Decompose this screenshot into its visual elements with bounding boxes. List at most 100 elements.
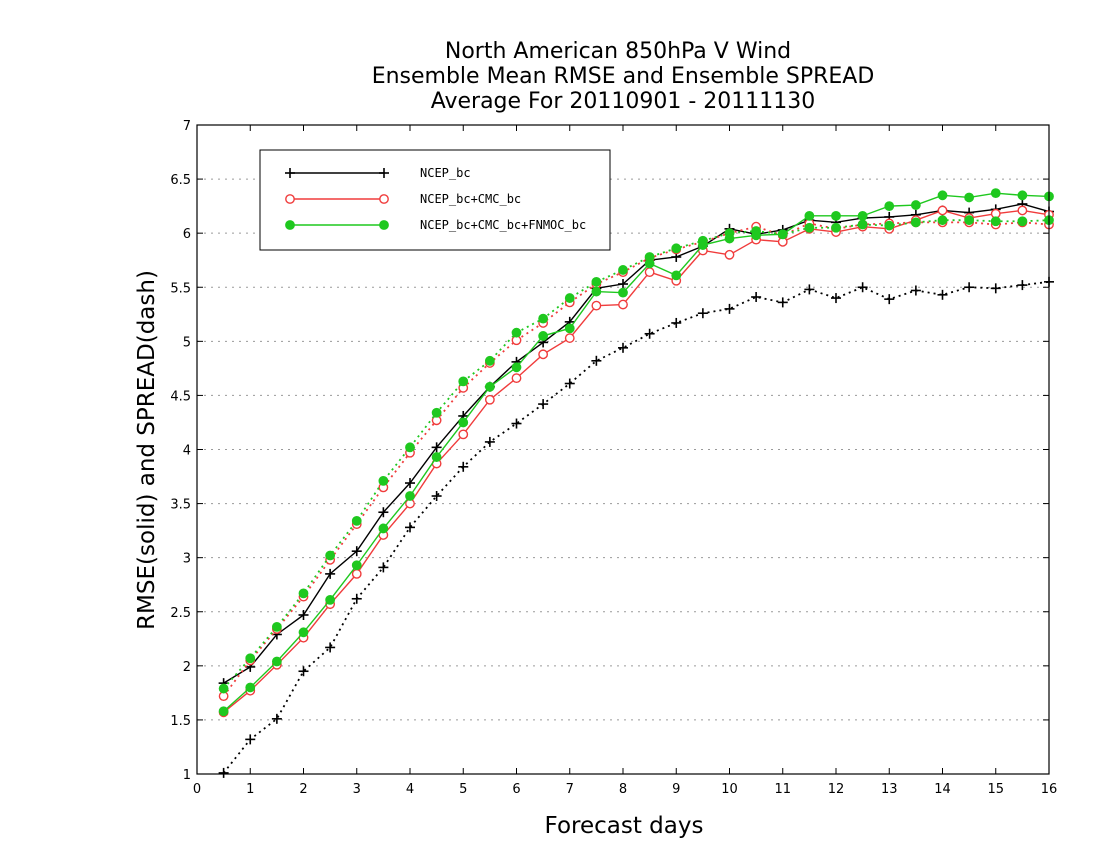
series-0-spread-point [777,297,788,308]
series-0-spread-point [325,642,336,653]
series-0-spread-point [724,303,735,314]
y-tick-label: 3.5 [170,498,191,513]
series-2-rmse-point [831,210,841,221]
series-2-rmse-point [245,682,256,693]
y-tick-label: 1 [183,768,191,783]
chart-title-line-1: North American 850hPa V Wind [445,39,791,64]
series-2-spread-point [431,407,442,418]
series-2-spread-point [937,215,948,226]
series-2-rmse-point [618,287,628,298]
x-tick-labels: 0 1 2 3 4 5 6 7 8 9 10 11 12 13 14 15 16 [193,782,1057,797]
series-2-rmse-point [697,240,708,250]
x-tick-label: 8 [619,782,627,797]
x-tick-label: 15 [987,782,1004,797]
series-0-rmse-point [405,478,415,489]
x-tick-label: 2 [299,782,307,797]
series-2-spread-line [222,219,1050,690]
series-2-rmse-point [937,190,948,201]
series-2-rmse-point [325,594,336,605]
series-0-spread-point [964,282,975,293]
series-0-spread-point [990,283,1001,294]
y-tick-labels: 1 1.5 2 2.5 3 3.5 4 4.5 5 5.5 6 6.5 7 [170,119,191,783]
y-tick-label: 7 [183,119,191,134]
x-tick-label: 16 [1041,782,1058,797]
legend-marker-2-b [379,220,389,230]
series-2 [218,188,1054,717]
y-tick-label: 5.5 [170,281,191,296]
x-tick-label: 5 [459,782,467,797]
series-0-rmse-point [325,568,336,579]
series-0-rmse-point [298,609,309,620]
x-tick-label: 12 [828,782,845,797]
series-2-rmse-point [431,452,442,462]
series-0-spread-point [804,284,815,295]
series-2-rmse-point [405,491,415,501]
y-tick-label: 3 [183,552,191,567]
series-2-spread-point [245,653,256,664]
series-2-spread-point [884,220,895,231]
y-tick-label: 1.5 [170,714,191,729]
series-2-spread-point [511,327,522,338]
chart-title-line-3: Average For 20110901 - 20111130 [431,89,816,114]
grid-lines [197,178,1049,721]
x-tick-label: 9 [672,782,680,797]
series-1-rmse-point [484,394,495,405]
legend-box [259,149,611,251]
series-2-spread-point [484,355,495,366]
series-2-rmse-point [591,286,602,297]
series-1-spread-line [222,221,1050,697]
x-tick-label: 1 [246,782,254,797]
y-tick-label: 6 [183,227,191,242]
legend-item-0: NCEP_bc [285,166,471,180]
axis-ticks [196,124,1050,775]
series-0-spread-point [671,317,682,328]
series-0-spread-point [218,767,229,778]
series-0-spread-point [910,285,921,296]
series-0-spread-point [511,418,522,429]
series-2-spread-point [671,243,682,254]
series-2-spread-point [378,475,389,486]
series-1-rmse-point [1017,205,1028,216]
series-2-spread-point [964,215,975,226]
series-2-spread-point [405,442,415,453]
series-2-rmse-point [538,331,549,341]
series-2-spread-point [538,313,549,324]
chart-title-line-2: Ensemble Mean RMSE and Ensemble SPREAD [372,64,875,89]
series-2-rmse-point [964,192,975,203]
series-1-rmse-point [591,300,602,311]
series-2-rmse-point [271,656,282,667]
series-2-rmse-point [671,270,682,281]
series-1-rmse-point [644,267,655,278]
series-2-rmse-point [884,201,895,212]
series-2-rmse-point [777,229,788,240]
series-2-spread-point [325,550,336,561]
series-2-spread-point [990,216,1001,227]
series-2-spread-point [831,222,841,233]
series-2-rmse-point [751,230,762,241]
series-2-rmse-point [644,258,655,269]
series-1-rmse-point [511,373,522,384]
legend-marker-0-b [379,168,389,178]
series-2-spread-point [857,219,868,230]
legend-label-2: NCEP_bc+CMC_bc+FNMOC_bc [420,218,586,232]
series-2-rmse-point [1017,190,1028,201]
series-1-rmse-point [458,429,469,440]
series-0-spread-line [222,280,1050,774]
series-2-spread-point [618,265,628,275]
series-2-rmse-point [804,210,815,221]
series-2-spread-point [298,588,309,599]
series-0-spread-point [298,666,309,677]
legend-marker-0-a [285,168,295,178]
series-0-spread-point [831,293,841,304]
series-0-spread-point [697,308,708,319]
series-0-rmse-point [378,507,389,518]
series-0-spread-point [857,282,868,293]
series-2-rmse-point [990,188,1001,199]
series-2-rmse-point [351,560,362,571]
series-2-rmse-point [378,523,389,534]
series-2-rmse-point [511,362,522,373]
series-0-spread-point [618,342,628,353]
series-0-spread-point [378,562,389,573]
series-1-rmse-point [618,299,628,310]
